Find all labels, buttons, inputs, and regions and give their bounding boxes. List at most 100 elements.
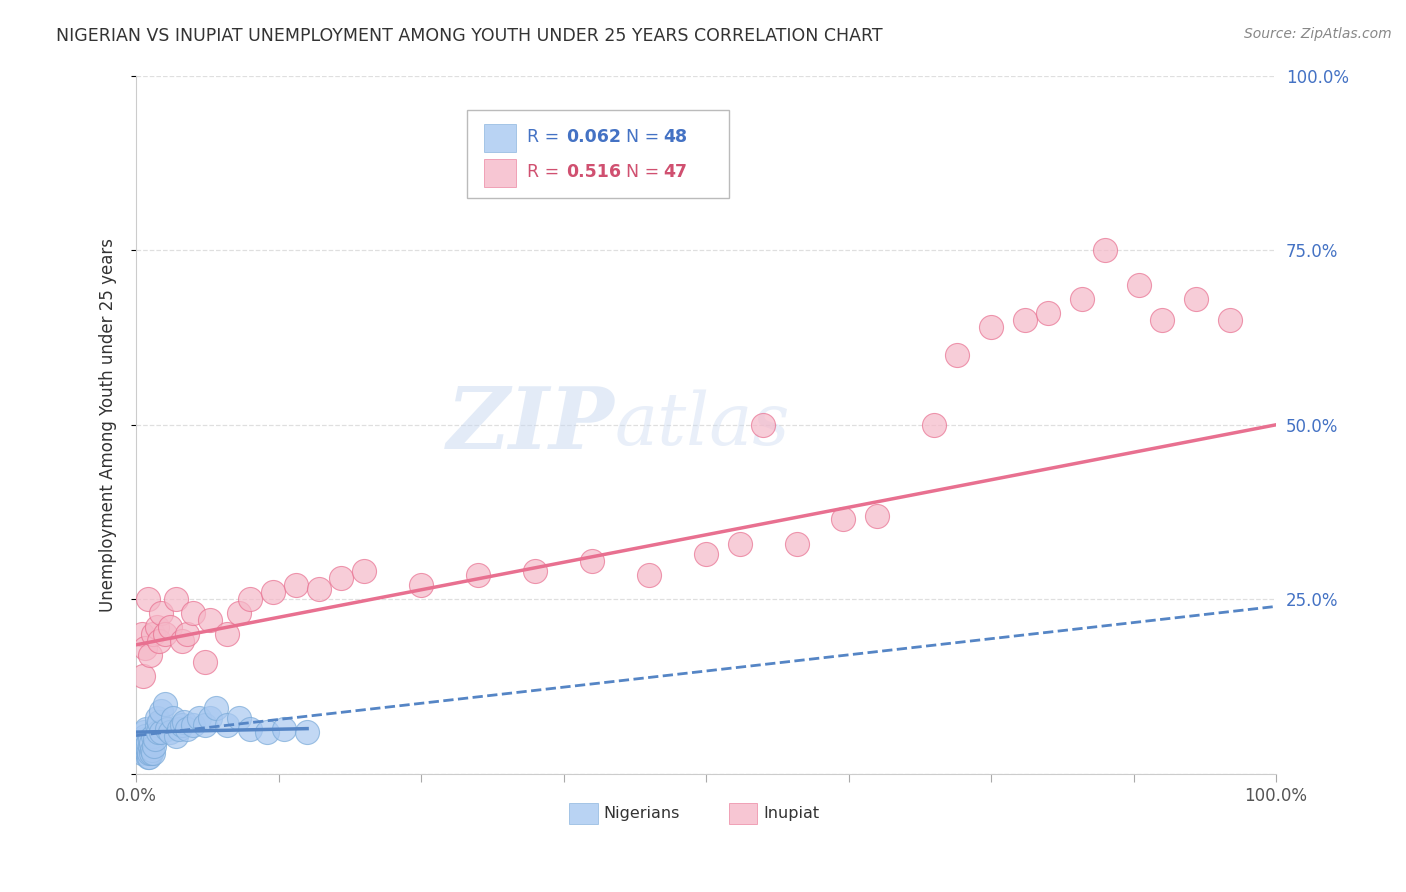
Point bbox=[131, 746, 153, 760]
Point bbox=[239, 592, 262, 607]
Point bbox=[1128, 278, 1150, 293]
Point bbox=[134, 729, 156, 743]
Point bbox=[143, 739, 166, 753]
Point bbox=[138, 749, 160, 764]
Point bbox=[217, 627, 239, 641]
Point bbox=[176, 722, 198, 736]
Point bbox=[146, 725, 169, 739]
Point bbox=[148, 714, 170, 729]
Point bbox=[156, 722, 179, 736]
Point bbox=[181, 607, 204, 621]
Point bbox=[159, 725, 181, 739]
Point bbox=[139, 648, 162, 663]
Point bbox=[165, 729, 187, 743]
Point bbox=[181, 718, 204, 732]
Point bbox=[138, 746, 160, 760]
Text: N =: N = bbox=[626, 128, 665, 146]
Point bbox=[136, 749, 159, 764]
Point bbox=[256, 725, 278, 739]
Point bbox=[524, 565, 547, 579]
Point bbox=[1152, 313, 1174, 327]
Point bbox=[308, 582, 330, 596]
Point bbox=[205, 700, 228, 714]
Point bbox=[187, 711, 209, 725]
Point bbox=[153, 627, 176, 641]
Point bbox=[1071, 292, 1094, 306]
Point bbox=[730, 536, 752, 550]
Point bbox=[330, 571, 353, 585]
Point bbox=[141, 742, 163, 756]
Point bbox=[273, 722, 295, 736]
Point bbox=[193, 655, 215, 669]
Text: NIGERIAN VS INUPIAT UNEMPLOYMENT AMONG YOUTH UNDER 25 YEARS CORRELATION CHART: NIGERIAN VS INUPIAT UNEMPLOYMENT AMONG Y… bbox=[56, 27, 883, 45]
Point bbox=[132, 725, 155, 739]
Point bbox=[139, 732, 162, 747]
Point bbox=[581, 554, 603, 568]
Point bbox=[695, 547, 717, 561]
Text: Inupiat: Inupiat bbox=[763, 806, 820, 822]
Point bbox=[173, 714, 195, 729]
Point bbox=[638, 568, 661, 582]
Point bbox=[1036, 306, 1059, 320]
Point bbox=[353, 565, 375, 579]
Point bbox=[200, 711, 222, 725]
Point bbox=[150, 725, 173, 739]
Point bbox=[165, 592, 187, 607]
Point bbox=[170, 634, 193, 648]
Bar bbox=[484, 124, 516, 153]
Point bbox=[145, 620, 167, 634]
Point bbox=[1185, 292, 1208, 306]
Bar bbox=[728, 804, 758, 824]
Text: 0.516: 0.516 bbox=[565, 163, 621, 181]
Point bbox=[150, 607, 173, 621]
Point bbox=[228, 711, 250, 725]
Point bbox=[922, 417, 945, 432]
Point bbox=[946, 348, 969, 362]
Point bbox=[131, 627, 153, 641]
Point bbox=[170, 718, 193, 732]
Point bbox=[239, 722, 262, 736]
Point bbox=[136, 592, 159, 607]
Point bbox=[150, 704, 173, 718]
Point bbox=[142, 627, 165, 641]
Text: 47: 47 bbox=[662, 163, 686, 181]
Point bbox=[262, 585, 284, 599]
Point bbox=[139, 739, 162, 753]
Point bbox=[752, 417, 775, 432]
Point bbox=[411, 578, 433, 592]
Point bbox=[159, 620, 181, 634]
Bar bbox=[569, 804, 598, 824]
Point bbox=[467, 568, 489, 582]
Point bbox=[200, 613, 222, 627]
Point bbox=[135, 739, 157, 753]
Text: Source: ZipAtlas.com: Source: ZipAtlas.com bbox=[1244, 27, 1392, 41]
Point bbox=[139, 736, 162, 750]
Point bbox=[832, 512, 855, 526]
Text: Nigerians: Nigerians bbox=[603, 806, 681, 822]
Point bbox=[132, 669, 155, 683]
Point bbox=[145, 711, 167, 725]
Point bbox=[217, 718, 239, 732]
Point bbox=[132, 732, 155, 747]
Point bbox=[145, 718, 167, 732]
Point bbox=[134, 742, 156, 756]
Point bbox=[228, 607, 250, 621]
Point bbox=[136, 736, 159, 750]
Point bbox=[1094, 243, 1116, 257]
Y-axis label: Unemployment Among Youth under 25 years: Unemployment Among Youth under 25 years bbox=[100, 238, 117, 612]
Point bbox=[1219, 313, 1241, 327]
Point bbox=[284, 578, 307, 592]
Point bbox=[295, 725, 318, 739]
Point bbox=[193, 718, 215, 732]
Point bbox=[131, 739, 153, 753]
Text: 0.062: 0.062 bbox=[565, 128, 621, 146]
FancyBboxPatch shape bbox=[467, 111, 728, 198]
Point bbox=[1014, 313, 1036, 327]
Point bbox=[169, 722, 191, 736]
Text: R =: R = bbox=[527, 163, 571, 181]
Point bbox=[148, 634, 170, 648]
Text: R =: R = bbox=[527, 128, 565, 146]
Point bbox=[142, 729, 165, 743]
Point bbox=[145, 732, 167, 747]
Point bbox=[142, 746, 165, 760]
